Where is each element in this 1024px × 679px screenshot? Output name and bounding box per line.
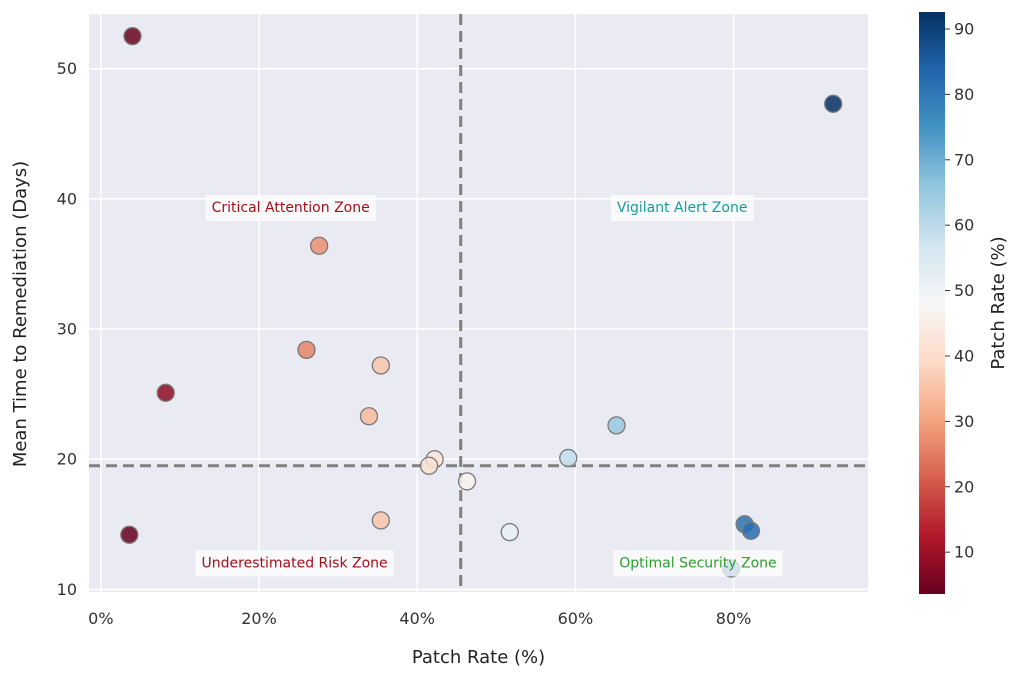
colorbar-tick-label: 40: [954, 346, 974, 365]
data-point: [824, 94, 843, 113]
data-point: [607, 416, 626, 435]
plot-background: [89, 14, 868, 592]
zone-label: Underestimated Risk Zone: [195, 550, 394, 577]
colorbar-tick-label: 10: [954, 543, 974, 562]
data-point: [156, 383, 175, 402]
data-point: [359, 407, 379, 426]
zone-label: Vigilant Alert Zone: [610, 194, 754, 221]
data-point: [309, 236, 329, 255]
x-tick-label: 40%: [399, 609, 435, 628]
colorbar: [919, 12, 945, 594]
zone-label-box: [610, 194, 754, 221]
y-axis-ticks: 10 20 30 40 50: [57, 59, 77, 599]
colorbar-tick-label: 50: [954, 281, 974, 300]
zone-label-text: Vigilant Alert Zone: [617, 200, 748, 216]
zone-label: Critical Attention Zone: [205, 194, 376, 221]
x-axis-title: Patch Rate (%): [412, 647, 545, 668]
colorbar-ticks: 10 20 30 40 50 60 70 80 90: [945, 20, 974, 562]
colorbar-tick-label: 30: [954, 412, 974, 431]
zone-label-box: [613, 550, 783, 577]
y-tick-label: 20: [57, 450, 77, 469]
colorbar-tick-label: 20: [954, 477, 974, 496]
data-point: [500, 522, 519, 542]
zone-label-text: Optimal Security Zone: [619, 555, 776, 571]
data-point: [419, 456, 439, 475]
zone-label: Optimal Security Zone: [613, 550, 783, 577]
colorbar-tick-label: 60: [954, 216, 974, 235]
colorbar-tick-label: 90: [954, 20, 974, 39]
zone-label-text: Critical Attention Zone: [212, 200, 370, 216]
data-point: [123, 26, 142, 46]
x-tick-label: 80%: [716, 609, 752, 628]
data-point: [371, 511, 390, 530]
zone-label-box: [195, 550, 394, 577]
zone-label-box: [205, 194, 376, 221]
reference-lines: [89, 14, 868, 592]
data-points: [120, 26, 843, 578]
data-point: [371, 356, 390, 375]
data-point: [120, 525, 139, 544]
y-axis-title: Mean Time to Remediation (Days): [10, 161, 31, 467]
colorbar-tick-label: 80: [954, 85, 974, 104]
data-point: [297, 340, 316, 360]
data-point: [741, 521, 761, 540]
y-tick-label: 40: [57, 189, 77, 208]
x-tick-label: 60%: [558, 609, 594, 628]
zone-label-text: Underestimated Risk Zone: [202, 555, 388, 571]
zone-annotations: Critical Attention Zone Vigilant Alert Zo…: [195, 194, 783, 577]
x-tick-label: 20%: [241, 609, 277, 628]
colorbar-title: Patch Rate (%): [988, 236, 1009, 369]
y-tick-label: 30: [57, 320, 77, 339]
data-point: [559, 448, 578, 468]
x-axis-ticks: 0% 20% 40% 60% 80%: [88, 609, 751, 628]
x-tick-label: 0%: [88, 609, 113, 628]
data-point: [457, 472, 477, 491]
colorbar-tick-label: 70: [954, 150, 974, 169]
y-tick-label: 50: [57, 59, 77, 78]
y-tick-label: 10: [57, 580, 77, 599]
